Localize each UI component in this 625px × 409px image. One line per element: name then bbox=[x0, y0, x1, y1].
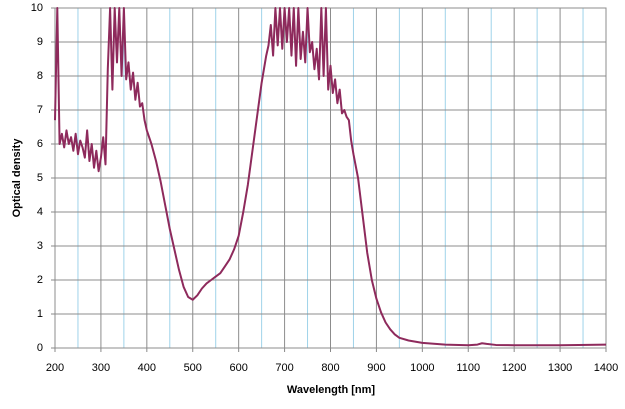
x-tick-label: 800 bbox=[321, 362, 339, 374]
y-tick-label: 3 bbox=[37, 240, 43, 252]
x-tick-label: 1000 bbox=[410, 362, 434, 374]
x-tick-label: 1400 bbox=[594, 362, 618, 374]
x-tick-label: 1200 bbox=[502, 362, 526, 374]
x-tick-label: 400 bbox=[138, 362, 156, 374]
y-tick-label: 8 bbox=[37, 70, 43, 82]
y-tick-label: 10 bbox=[31, 2, 43, 14]
x-tick-label: 700 bbox=[275, 362, 293, 374]
x-tick-label: 600 bbox=[229, 362, 247, 374]
y-tick-label: 2 bbox=[37, 274, 43, 286]
y-tick-label: 1 bbox=[37, 308, 43, 320]
y-tick-label: 5 bbox=[37, 172, 43, 184]
x-tick-label: 300 bbox=[92, 362, 110, 374]
y-tick-label: 6 bbox=[37, 138, 43, 150]
x-tick-label: 500 bbox=[184, 362, 202, 374]
x-tick-label: 900 bbox=[367, 362, 385, 374]
data-line bbox=[54, 7, 607, 347]
y-tick-label: 0 bbox=[37, 342, 43, 354]
y-axis-title: Optical density bbox=[11, 138, 23, 218]
x-axis-title: Wavelength [nm] bbox=[287, 384, 376, 396]
y-tick-label: 9 bbox=[37, 36, 43, 48]
x-tick-label: 1300 bbox=[548, 362, 572, 374]
y-tick-label: 4 bbox=[37, 206, 43, 218]
x-tick-label: 200 bbox=[46, 362, 64, 374]
y-tick-label: 7 bbox=[37, 104, 43, 116]
x-tick-label: 1100 bbox=[456, 362, 480, 374]
